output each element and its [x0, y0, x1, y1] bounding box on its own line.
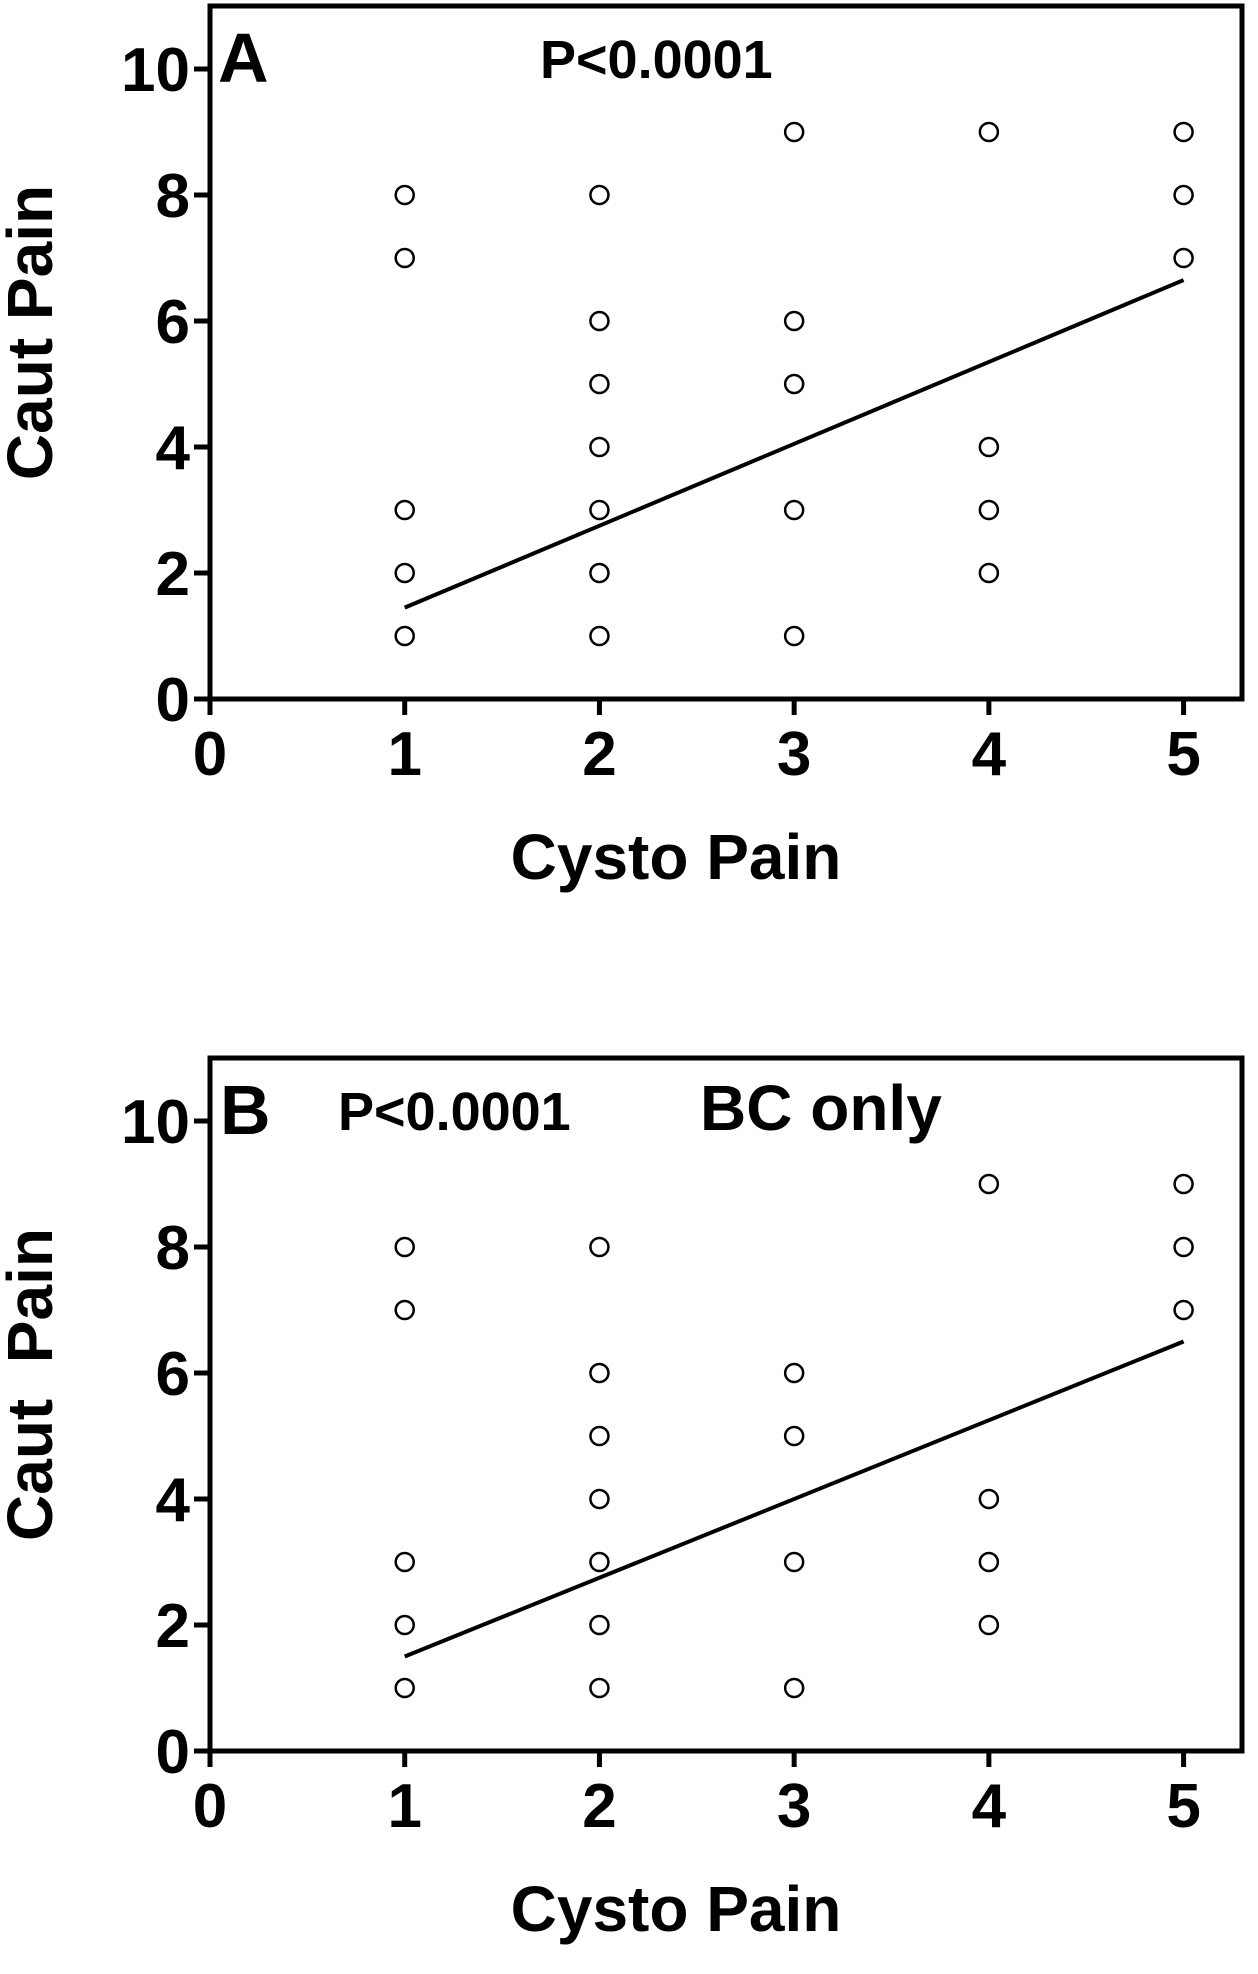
data-point [783, 373, 805, 395]
data-point [589, 184, 610, 206]
plot-frame [207, 3, 1245, 702]
y-tick-label: 4 [156, 414, 191, 483]
data-point [978, 121, 1000, 143]
data-point [589, 1425, 610, 1447]
y-tick-label: 0 [156, 1718, 190, 1787]
annotation: BC only [700, 1072, 942, 1144]
x-tick-label: 1 [387, 720, 421, 789]
y-tick-label: 0 [156, 666, 190, 735]
x-tick-label: 5 [1166, 720, 1200, 789]
regression-line [403, 1339, 1185, 1659]
annotation: P<0.0001 [338, 1082, 571, 1142]
y-axis-label: Caut Pain [0, 185, 66, 480]
data-point [589, 1677, 610, 1699]
data-point [1173, 1173, 1194, 1195]
data-point [394, 562, 415, 584]
data-point [589, 310, 610, 332]
x-tick-label: 0 [193, 1772, 227, 1841]
data-point [783, 1677, 805, 1699]
data-point [394, 499, 415, 521]
data-point [394, 625, 415, 647]
panel-label: B [220, 1071, 271, 1149]
data-point [394, 1236, 415, 1258]
data-point [589, 625, 610, 647]
y-tick-label: 2 [156, 1592, 190, 1661]
data-point [978, 1173, 1000, 1195]
data-point [978, 499, 1000, 521]
data-point [783, 1551, 805, 1573]
data-point [783, 499, 805, 521]
data-point [978, 1488, 1000, 1510]
data-point [394, 184, 415, 206]
panel-label: A [218, 19, 269, 97]
data-point [589, 562, 610, 584]
data-point [589, 1362, 610, 1384]
data-point [1173, 121, 1194, 143]
data-point [978, 1551, 1000, 1573]
x-tick-label: 2 [582, 1772, 616, 1841]
data-point [978, 1614, 1000, 1636]
x-tick-label: 1 [387, 1772, 421, 1841]
chart-panel-b: 0 2 4 6 8 10 0 1 2 3 4 5 Cysto Pain Caut Pain B P<0.000… [0, 1055, 1245, 1945]
data-point [589, 1488, 610, 1510]
data-point [783, 310, 805, 332]
y-tick-label: 10 [121, 36, 190, 105]
data-point [394, 1677, 415, 1699]
data-point [1173, 247, 1194, 269]
y-tick-label: 8 [156, 162, 190, 231]
x-tick-label: 0 [193, 720, 227, 789]
data-point [394, 247, 415, 269]
data-point [783, 121, 805, 143]
data-point [978, 436, 1000, 458]
x-tick-label: 3 [777, 1772, 811, 1841]
chart-panel-a: 0 2 4 6 8 10 0 1 2 3 4 5 Cysto Pain Caut Pain A P<0.000… [0, 3, 1245, 893]
data-point [1173, 184, 1194, 206]
y-tick-label: 10 [121, 1088, 190, 1157]
data-point [783, 1425, 805, 1447]
data-point [589, 499, 610, 521]
data-point [783, 1362, 805, 1384]
x-tick-label: 4 [972, 1772, 1007, 1841]
data-point [589, 1236, 610, 1258]
data-point [589, 373, 610, 395]
annotation: P<0.0001 [540, 30, 773, 90]
data-point [978, 562, 1000, 584]
x-tick-label: 4 [972, 720, 1007, 789]
data-point [589, 1614, 610, 1636]
x-tick-label: 2 [582, 720, 616, 789]
y-axis-label: Caut Pain [0, 1228, 66, 1541]
data-point [394, 1551, 415, 1573]
x-tick-label: 3 [777, 720, 811, 789]
x-axis-label: Cysto Pain [511, 1873, 842, 1945]
x-tick-label: 5 [1166, 1772, 1200, 1841]
data-point [1173, 1299, 1194, 1321]
y-tick-label: 8 [156, 1214, 190, 1283]
y-tick-label: 6 [156, 1340, 190, 1409]
x-axis-label: Cysto Pain [511, 821, 842, 893]
data-point [783, 625, 805, 647]
plot-frame [207, 1055, 1245, 1754]
data-point [589, 436, 610, 458]
data-point [394, 1299, 415, 1321]
y-tick-label: 2 [156, 540, 190, 609]
data-point [1173, 1236, 1194, 1258]
data-point [589, 1551, 610, 1573]
regression-line [403, 278, 1185, 610]
y-tick-label: 6 [156, 288, 190, 357]
data-point [394, 1614, 415, 1636]
y-tick-label: 4 [156, 1466, 191, 1535]
